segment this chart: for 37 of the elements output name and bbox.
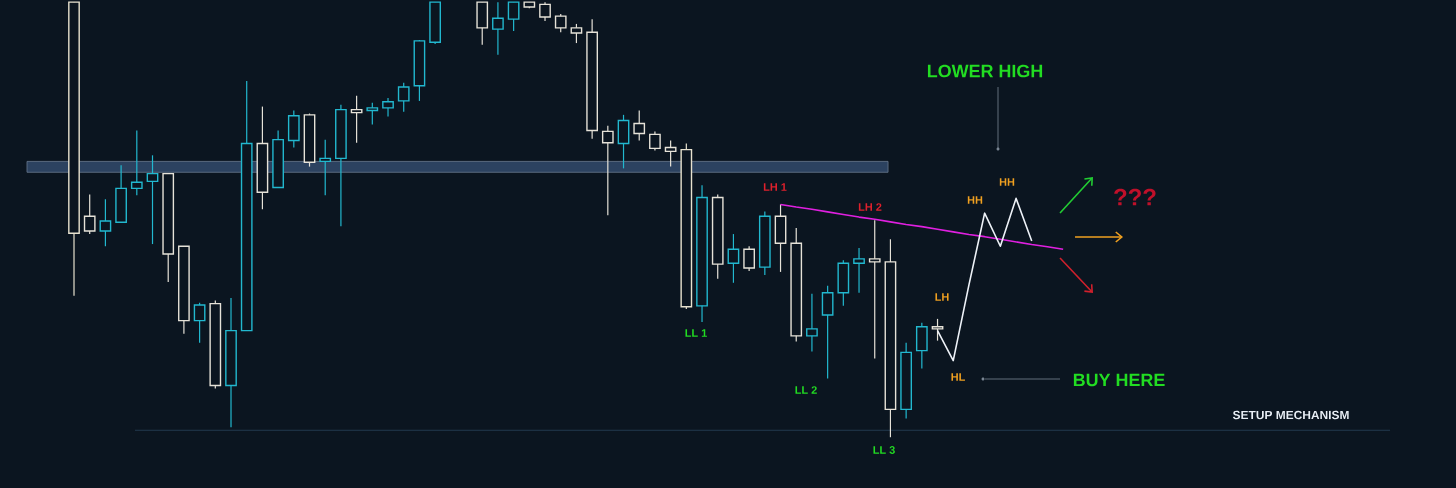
annotation: LL 2 — [795, 386, 817, 394]
candlestick — [821, 285, 834, 380]
annotation: HH — [967, 196, 983, 204]
annotation: HL — [951, 373, 965, 381]
text: ??? — [1114, 188, 1156, 206]
annotation: LH 2 — [858, 203, 882, 211]
text: SETUP MECHANISM — [1232, 410, 1349, 420]
candlestick — [193, 302, 206, 344]
annotation: LL 1 — [685, 329, 707, 337]
candlestick — [868, 219, 881, 360]
candlestick — [806, 293, 818, 353]
candlestick — [743, 245, 756, 272]
candlestick — [554, 13, 567, 33]
text: BUY HERE — [1073, 373, 1165, 387]
candlestick — [83, 193, 96, 235]
candlestick — [570, 23, 583, 44]
candlestick — [366, 102, 379, 126]
candlestick — [319, 139, 332, 196]
candlestick — [915, 322, 928, 370]
candlestick — [931, 318, 944, 342]
candlestick — [146, 154, 159, 245]
annotation: LH — [935, 293, 949, 301]
candlestick — [130, 129, 143, 196]
candlestick — [853, 247, 865, 294]
candlestick — [633, 109, 646, 142]
candlestick — [601, 125, 614, 216]
text: LL 3 — [873, 446, 895, 454]
annotation: LH 1 — [763, 183, 787, 191]
candlestick — [617, 114, 630, 169]
candlestick — [382, 97, 394, 118]
annotation: LOWER HIGH — [927, 64, 1043, 78]
candlestick — [649, 130, 661, 152]
candlestick — [664, 139, 677, 168]
candlestick — [397, 82, 410, 113]
candlestick — [727, 233, 740, 284]
annotation: HH — [999, 178, 1015, 186]
candlestick — [99, 198, 112, 247]
